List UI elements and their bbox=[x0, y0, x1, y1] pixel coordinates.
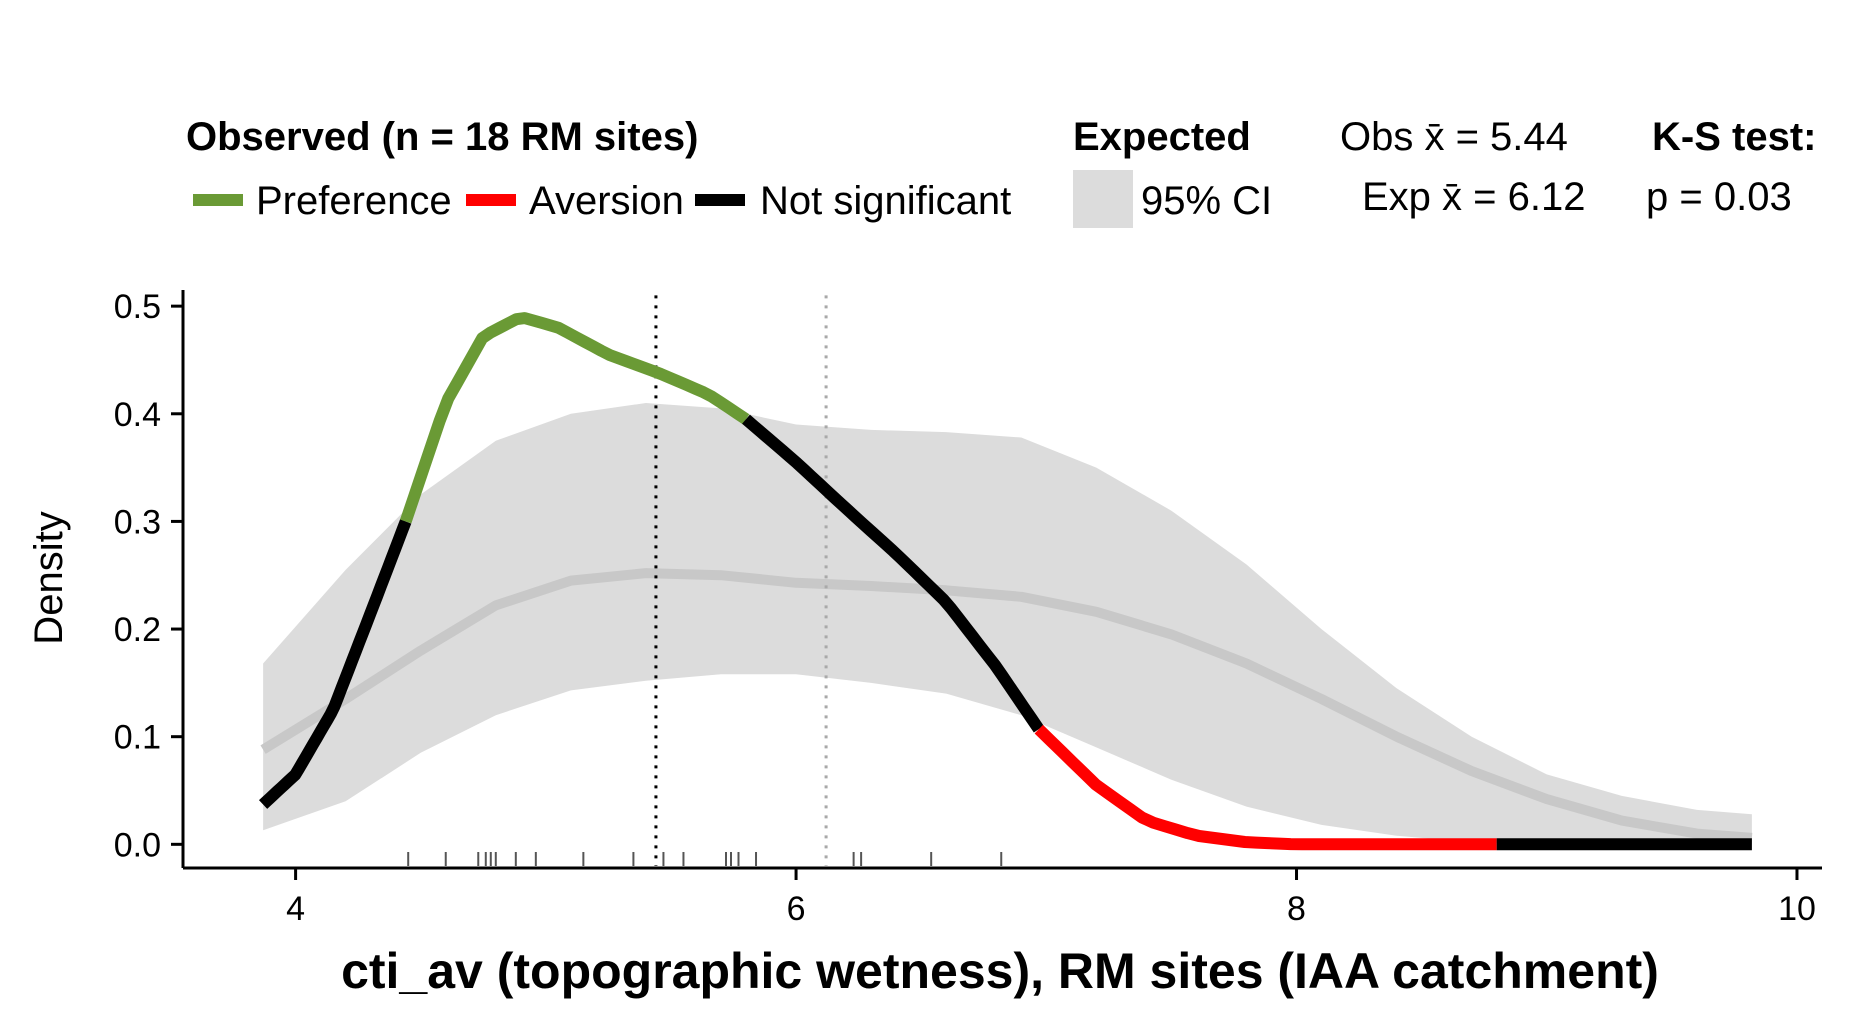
legend-ks-title: K-S test: bbox=[1652, 115, 1816, 159]
plot-area bbox=[258, 295, 1753, 866]
legend-observed-title: Observed (n = 18 RM sites) bbox=[186, 115, 698, 159]
legend-ci-swatch bbox=[1073, 170, 1133, 228]
legend-ks-p: p = 0.03 bbox=[1646, 175, 1792, 219]
x-axis-ticks: 4 6 8 10 bbox=[286, 868, 1816, 928]
observed-segment-not-significant bbox=[742, 414, 1044, 733]
y-tick-label: 0.5 bbox=[114, 288, 161, 326]
y-tick-label: 0.0 bbox=[114, 826, 161, 864]
x-tick-label: 8 bbox=[1287, 890, 1306, 928]
x-tick-label: 6 bbox=[787, 890, 806, 928]
y-tick-label: 0.1 bbox=[114, 719, 161, 757]
legend-exp-mean: Exp x̄ = 6.12 bbox=[1362, 175, 1585, 219]
x-tick-label: 10 bbox=[1778, 890, 1816, 928]
legend-not-significant-label: Not significant bbox=[760, 179, 1011, 223]
observed-segment-preference bbox=[400, 312, 750, 524]
observed-segment-not-significant bbox=[258, 519, 412, 809]
x-tick-label: 4 bbox=[286, 890, 305, 928]
legend-preference-label: Preference bbox=[256, 179, 452, 223]
legend-expected-title: Expected bbox=[1073, 115, 1251, 159]
x-axis-title: cti_av (topographic wetness), RM sites (… bbox=[341, 943, 1659, 999]
legend-ci-label: 95% CI bbox=[1141, 179, 1272, 223]
legend-aversion-label: Aversion bbox=[529, 179, 684, 223]
y-tick-label: 0.3 bbox=[114, 503, 161, 541]
y-tick-label: 0.2 bbox=[114, 611, 161, 649]
expected-density-line bbox=[260, 568, 1753, 843]
ci-band bbox=[263, 403, 1752, 845]
y-tick-label: 0.4 bbox=[114, 396, 161, 434]
legend: Observed (n = 18 RM sites) Preference Av… bbox=[186, 115, 1816, 228]
y-axis-ticks: 0.0 0.1 0.2 0.3 0.4 0.5 bbox=[114, 288, 183, 864]
y-axis-title: Density bbox=[27, 511, 71, 644]
observed-segment-aversion bbox=[1034, 724, 1497, 851]
legend-obs-mean: Obs x̄ = 5.44 bbox=[1340, 115, 1568, 159]
